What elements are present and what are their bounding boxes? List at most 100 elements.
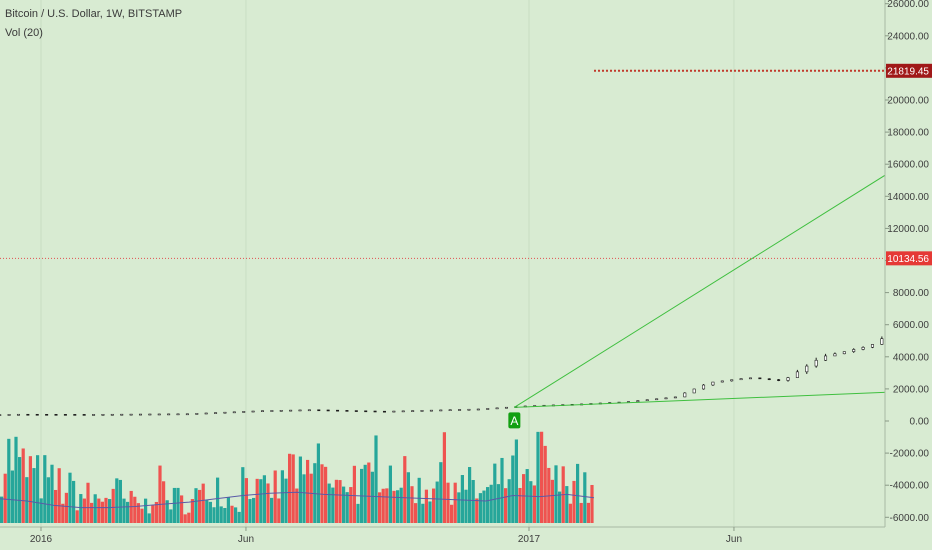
candle-body [45,414,49,416]
price-tick-label: 6000.00 [893,320,930,331]
volume-bar [450,504,454,523]
volume-bar [529,481,533,523]
volume-bar [309,473,313,523]
volume-bar [111,488,115,523]
volume-bar [565,486,569,523]
volume-bar [554,465,558,523]
volume-bar [252,497,256,523]
candle-body [336,409,340,412]
volume-bar [61,503,65,523]
candle-body [82,414,86,416]
volume-bar [10,470,14,523]
volume-bar [280,470,284,523]
candle-body [458,409,462,411]
volume-bar [313,463,317,523]
candle-body [35,413,39,416]
candle-body [251,410,255,413]
volume-bar [504,488,508,523]
volume-bar [536,431,540,523]
volume-bar [338,480,342,523]
candle-body [92,414,96,416]
candle-body [411,410,415,412]
volume-bar [439,462,443,523]
candle-body [448,409,452,412]
volume-bar [298,456,302,523]
volume-bar [273,470,277,523]
target-price-label: 21819.45 [887,66,929,77]
candle-body [730,379,734,382]
volume-bar [388,465,392,523]
volume-bar [230,505,234,523]
candle-body [758,377,762,380]
candle-body [16,413,20,416]
volume-bar [104,497,108,523]
volume-bar [514,439,518,523]
candle-body [861,346,865,350]
volume-bar [331,487,335,523]
candle-body [852,349,856,352]
volume-bar [18,457,22,523]
pattern-point-badge [508,412,521,429]
volume-bar [212,507,216,523]
candle-body [420,410,424,412]
volume-bar [165,500,169,523]
time-tick-label: 2016 [30,534,53,545]
volume-bar [219,506,223,523]
volume-bar [36,455,40,523]
candle-body [317,409,321,412]
volume-bar [583,472,587,523]
candle-body [214,412,218,414]
volume-bar [457,492,461,523]
volume-bar [345,492,349,523]
candle-body [364,410,368,413]
candle-body [7,414,11,416]
candle-body [720,380,724,383]
volume-bar [316,443,320,523]
candle-body [795,371,799,378]
volume-bar [442,432,446,523]
candle-body [382,410,386,413]
candle-body [129,413,133,416]
volume-bar [410,486,414,523]
volume-bar [460,475,464,523]
volume-bar [540,431,544,523]
price-tick-label: -6000.00 [890,513,930,524]
volume-indicator-label[interactable]: Vol (20) [5,27,43,39]
volume-bar [79,494,83,523]
volume-bar [14,436,18,523]
price-tick-label: 16000.00 [887,160,929,171]
candle-body [176,413,180,416]
volume-bar [295,488,299,523]
volume-bar [302,474,306,523]
candle-body [307,409,311,412]
volume-bar [187,512,191,523]
candle-body [870,344,874,348]
candle-body [767,378,771,381]
volume-bar [356,503,360,523]
candle-body [833,353,837,357]
volume-bar [64,492,68,523]
volume-bar [378,492,382,523]
volume-bar [205,500,209,523]
volume-bar [93,494,97,523]
volume-bar [234,507,238,523]
volume-bar [194,488,198,523]
candle-body [805,365,809,373]
volume-bar [72,480,76,523]
volume-bar [190,499,194,523]
candle-body [476,408,480,411]
candle-body [824,355,828,361]
candle-body [326,409,330,412]
volume-bar [162,481,166,523]
volume-bar [244,478,248,523]
candle-body [748,377,752,380]
volume-bar [3,473,7,523]
volume-bar [46,477,50,523]
candle-body [298,409,302,412]
volume-bar [140,508,144,523]
volume-bar [349,487,353,523]
pattern-point-label: A [510,414,518,428]
volume-bar [223,507,227,523]
volume-bar [158,465,162,523]
